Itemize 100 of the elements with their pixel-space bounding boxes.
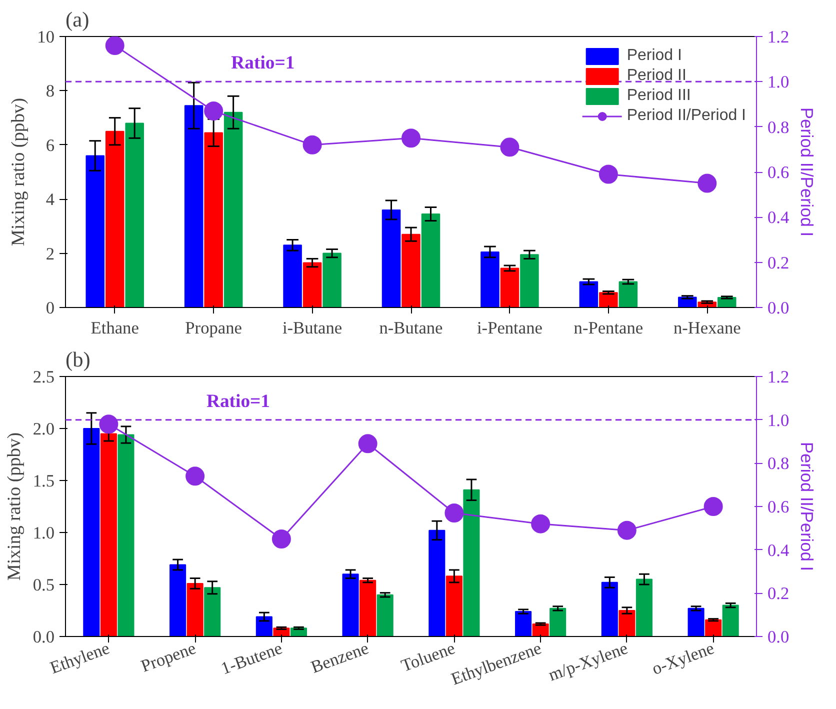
x-tick-label: n-Hexane	[673, 318, 742, 338]
x-tick-label: i-Pentane	[476, 318, 543, 338]
bar	[722, 604, 739, 636]
point	[444, 504, 464, 522]
point	[105, 36, 124, 56]
y2-tick-label: 1.2	[768, 28, 790, 46]
bar	[125, 122, 144, 308]
x-tick-label: Benzene	[308, 638, 372, 677]
y2-tick-label: 0.6	[768, 498, 790, 516]
y2-tick-label: 0.2	[768, 584, 790, 604]
y2-tick-label: 0.8	[768, 454, 790, 474]
y-tick-label: 2	[46, 244, 55, 264]
y-axis-title: Mixing ratio (ppbv)	[8, 98, 30, 246]
bar	[382, 209, 401, 308]
y-tick-label: 8	[46, 82, 55, 101]
bar	[402, 234, 420, 308]
bar	[421, 214, 440, 308]
bar	[718, 296, 736, 308]
bar	[186, 582, 204, 636]
bar	[705, 619, 722, 636]
y-tick-label: 4	[46, 190, 55, 210]
x-tick-label: Propane	[185, 318, 242, 338]
legend-label: Period II	[626, 67, 686, 85]
bar	[601, 582, 618, 636]
y2-tick-label: 0.4	[768, 208, 790, 228]
y-tick-label: 0	[46, 298, 55, 318]
point	[302, 135, 322, 154]
bar	[105, 130, 124, 308]
y-tick-label: 6	[46, 136, 55, 155]
bar	[302, 262, 322, 308]
legend-label: Period III	[626, 87, 691, 105]
bar	[184, 105, 204, 308]
y-tick-label: 0.0	[32, 628, 55, 646]
point	[186, 466, 205, 486]
y2-tick-label: 0.0	[768, 628, 790, 646]
point	[402, 128, 420, 148]
point	[358, 434, 378, 454]
y2-axis-title: Period II/Period I	[797, 107, 818, 237]
point	[617, 520, 636, 540]
y-axis-title: Mixing ratio (ppbv)	[4, 432, 25, 581]
point	[99, 414, 118, 434]
y-tick-label: 0.5	[32, 576, 55, 594]
bar	[599, 292, 618, 308]
bar	[118, 434, 134, 636]
y-tick-label: 1.0	[32, 524, 55, 542]
ref-line-label: Ratio=1	[206, 390, 270, 412]
point	[698, 174, 717, 193]
x-tick-label: o-Xylene	[649, 638, 717, 679]
x-tick-label: i-Butane	[282, 318, 342, 338]
bar	[376, 594, 394, 636]
bar	[500, 268, 520, 308]
chart-title: (a)	[66, 8, 90, 32]
y2-tick-label: 0.6	[768, 163, 790, 182]
y2-tick-label: 1.2	[768, 368, 790, 386]
y2-tick-label: 0.8	[768, 118, 790, 137]
x-tick-label: n-Butane	[379, 318, 444, 338]
ref-line-label: Ratio=1	[231, 52, 295, 74]
bar	[550, 608, 566, 636]
y2-tick-label: 1.0	[768, 72, 790, 92]
bar	[618, 610, 636, 636]
point	[704, 497, 723, 516]
x-tick-label: 1-Butene	[218, 638, 285, 678]
legend-label: Period I	[626, 47, 682, 65]
bar	[618, 281, 638, 308]
bar	[428, 530, 446, 636]
bar	[224, 112, 243, 308]
y2-tick-label: 1.0	[768, 410, 790, 430]
y-tick-label: 1.5	[32, 472, 55, 490]
point	[204, 102, 224, 121]
y-tick-label: 2.5	[32, 368, 55, 386]
bar	[446, 576, 462, 636]
bar	[83, 428, 100, 636]
bar	[86, 155, 104, 308]
bar	[360, 580, 376, 636]
y-tick-label: 2.0	[32, 420, 55, 438]
point	[598, 164, 618, 184]
bar	[688, 608, 704, 636]
y2-axis-title: Period II/Period I	[797, 442, 818, 572]
bar	[204, 587, 221, 636]
bar	[283, 244, 302, 308]
bar	[520, 254, 539, 308]
bar	[100, 433, 117, 636]
bar	[342, 574, 359, 636]
bar	[463, 489, 480, 636]
x-tick-label: Ethane	[90, 318, 140, 338]
y2-tick-label: 0.2	[768, 253, 790, 272]
bar	[204, 132, 223, 308]
bar	[579, 281, 598, 308]
y-tick-label: 10	[37, 28, 54, 46]
legend-label: Period II/Period I	[626, 107, 746, 125]
point	[500, 138, 520, 157]
y2-tick-label: 0.0	[768, 298, 790, 318]
point	[531, 514, 550, 534]
x-tick-label: n-Pentane	[574, 318, 644, 338]
x-tick-label: Propene	[138, 638, 199, 676]
point	[272, 530, 291, 548]
y2-tick-label: 0.4	[768, 540, 790, 560]
bar	[480, 251, 500, 308]
chart-title: (b)	[66, 348, 90, 372]
bar	[170, 564, 186, 636]
